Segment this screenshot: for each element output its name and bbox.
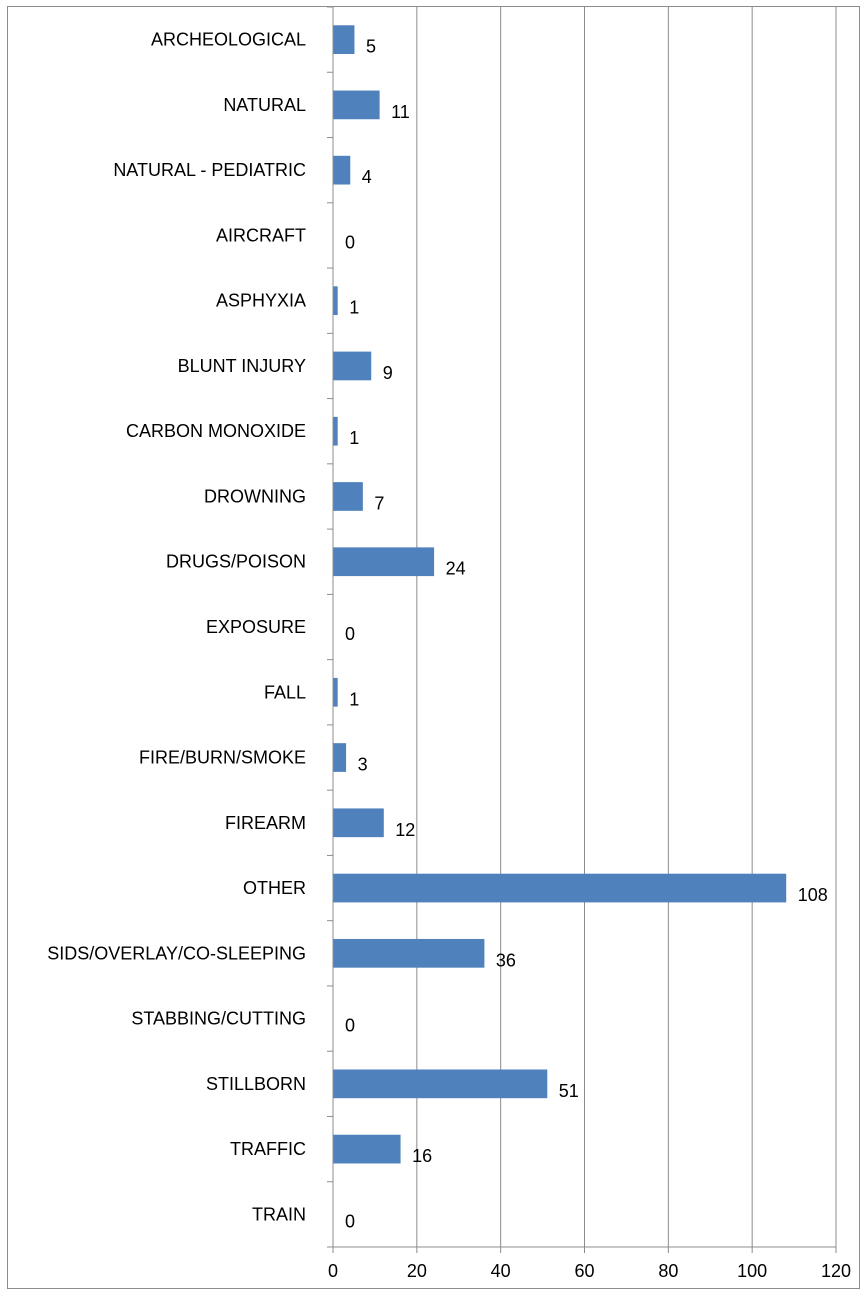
bar bbox=[333, 25, 355, 54]
x-tick-label: 40 bbox=[491, 1261, 511, 1281]
bar bbox=[333, 416, 338, 446]
data-label: 0 bbox=[345, 232, 355, 252]
category-label: CARBON MONOXIDE bbox=[126, 421, 306, 441]
data-label: 0 bbox=[345, 1016, 355, 1036]
x-tick-label: 80 bbox=[658, 1261, 678, 1281]
data-label: 7 bbox=[374, 493, 384, 513]
bar bbox=[333, 677, 338, 707]
bars bbox=[333, 25, 787, 1164]
category-label: FIREARM bbox=[225, 813, 306, 833]
category-label: NATURAL - PEDIATRIC bbox=[113, 160, 306, 180]
category-label: FIRE/BURN/SMOKE bbox=[139, 748, 306, 768]
category-label: STABBING/CUTTING bbox=[131, 1009, 306, 1029]
data-label: 16 bbox=[412, 1146, 432, 1166]
data-label: 0 bbox=[345, 624, 355, 644]
category-label: AIRCRAFT bbox=[216, 225, 306, 245]
chart-frame: 0 20 40 60 80 100 120 ARCHEOLOGICAL 5 NATURAL 11 NA… bbox=[7, 6, 860, 1289]
category-label: BLUNT INJURY bbox=[178, 356, 306, 376]
bar bbox=[333, 547, 435, 577]
bar bbox=[333, 351, 372, 381]
data-label: 12 bbox=[395, 820, 415, 840]
category-label: SIDS/OVERLAY/CO-SLEEPING bbox=[47, 943, 306, 963]
bar bbox=[333, 155, 351, 185]
x-tick-label: 0 bbox=[328, 1261, 338, 1281]
bar bbox=[333, 808, 384, 838]
x-tick-label: 20 bbox=[407, 1261, 427, 1281]
bar bbox=[333, 286, 338, 316]
data-label: 36 bbox=[496, 950, 516, 970]
bar bbox=[333, 873, 787, 903]
bar bbox=[333, 938, 485, 968]
bar bbox=[333, 482, 363, 511]
category-label: DROWNING bbox=[204, 486, 306, 506]
axes bbox=[327, 6, 837, 1253]
data-label: 4 bbox=[362, 167, 372, 187]
data-label: 9 bbox=[383, 363, 393, 383]
category-label: DRUGS/POISON bbox=[166, 552, 306, 572]
data-label: 51 bbox=[559, 1081, 579, 1101]
category-label: FALL bbox=[264, 682, 306, 702]
category-label: NATURAL bbox=[223, 95, 306, 115]
bar bbox=[333, 1134, 401, 1164]
data-label: 24 bbox=[446, 559, 466, 579]
grid-lines bbox=[416, 7, 837, 1247]
data-label: 11 bbox=[391, 102, 410, 122]
data-label: 5 bbox=[366, 37, 376, 57]
bar bbox=[333, 1069, 548, 1099]
data-label: 108 bbox=[798, 885, 828, 905]
data-label: 1 bbox=[349, 298, 359, 318]
bar bbox=[333, 743, 347, 772]
data-label: 0 bbox=[345, 1211, 355, 1231]
data-label: 1 bbox=[349, 428, 359, 448]
category-label: TRAFFIC bbox=[230, 1139, 306, 1159]
bar bbox=[333, 90, 380, 120]
category-label: TRAIN bbox=[252, 1204, 306, 1224]
category-label: STILLBORN bbox=[206, 1074, 306, 1094]
category-label: OTHER bbox=[243, 878, 306, 898]
x-tick-label: 120 bbox=[821, 1261, 851, 1281]
x-tick-label: 100 bbox=[737, 1261, 767, 1281]
data-label: 3 bbox=[358, 755, 368, 775]
category-label: ARCHEOLOGICAL bbox=[151, 30, 306, 50]
category-label: EXPOSURE bbox=[206, 617, 306, 637]
category-label: ASPHYXIA bbox=[216, 291, 306, 311]
data-label: 1 bbox=[349, 689, 359, 709]
x-tick-label: 60 bbox=[574, 1261, 594, 1281]
